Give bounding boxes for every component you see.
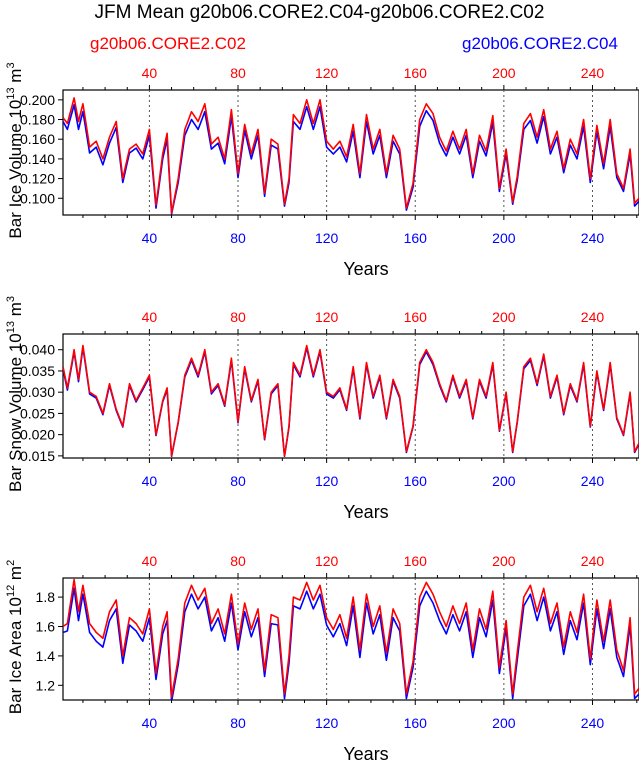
panel3-y-axis-title: Bar Ice Area 1012 m2 bbox=[5, 560, 25, 714]
panel3-top-tick-label: 40 bbox=[142, 553, 158, 569]
panel3-top-tick-label: 200 bbox=[492, 553, 516, 569]
panel2-bottom-tick-label: 40 bbox=[142, 473, 158, 489]
panel3-frame bbox=[62, 577, 639, 701]
panel1-y-axis-title-part: 13 bbox=[5, 87, 17, 99]
panel1-y-axis-title-part: Bar Ice Volume 10 bbox=[6, 100, 25, 239]
panel2-y-tick-label: 0.025 bbox=[20, 405, 55, 421]
panel1-top-tick-label: 80 bbox=[230, 65, 246, 81]
panel3-x-axis-title: Years bbox=[343, 744, 388, 762]
panel1-frame bbox=[62, 89, 639, 216]
panel3-bottom-tick-label: 40 bbox=[142, 715, 158, 731]
panel3-y-tick-label: 1.2 bbox=[36, 677, 56, 693]
panel3-bottom-tick-label: 240 bbox=[581, 715, 605, 731]
panel3-top-tick-label: 160 bbox=[404, 553, 428, 569]
panel1-bottom-tick-label: 40 bbox=[142, 230, 158, 246]
panel1-y-axis-title-part: m bbox=[6, 69, 25, 88]
panel1-bottom-tick-label: 240 bbox=[581, 230, 605, 246]
panel2-y-axis-title-part: 13 bbox=[5, 321, 17, 333]
panel2-y-tick-label: 0.020 bbox=[20, 427, 55, 443]
panel3-top-tick-label: 80 bbox=[230, 553, 246, 569]
panel3-y-tick-label: 1.4 bbox=[36, 648, 56, 664]
panel2-y-axis-title-part: m bbox=[6, 302, 25, 321]
figure-title: JFM Mean g20b06.CORE2.C04-g20b06.CORE2.C… bbox=[94, 2, 545, 23]
panel1-y-axis-title-part: 3 bbox=[5, 62, 17, 68]
panel3-y-tick-label: 1.8 bbox=[36, 589, 56, 605]
panel2-y-tick-label: 0.015 bbox=[20, 448, 55, 464]
legend-blue-run: g20b06.CORE2.C04 bbox=[462, 34, 618, 53]
panel2-y-tick-label: 0.040 bbox=[20, 342, 55, 358]
panel1-top-tick-label: 160 bbox=[404, 65, 428, 81]
panel1-top-tick-label: 40 bbox=[142, 65, 158, 81]
panel1-x-axis-title: Years bbox=[343, 259, 388, 279]
panel3-top-tick-label: 240 bbox=[581, 553, 605, 569]
panel2-bottom-tick-label: 240 bbox=[581, 473, 605, 489]
panel1-y-tick-label: 0.100 bbox=[20, 190, 55, 206]
panel3-series-blue bbox=[63, 587, 639, 700]
panel3-y-axis-title-part: m bbox=[6, 566, 25, 585]
panel1-y-tick-label: 0.180 bbox=[20, 112, 55, 128]
panel2-y-axis-title-part: Bar Snow Volume 10 bbox=[6, 333, 25, 492]
panel2-y-axis-title-part: 3 bbox=[5, 296, 17, 302]
panel1-top-tick-label: 200 bbox=[492, 65, 516, 81]
panel2-top-tick-label: 160 bbox=[404, 309, 428, 325]
panel1-bottom-tick-label: 200 bbox=[492, 230, 516, 246]
panel1-bottom-tick-label: 120 bbox=[315, 230, 339, 246]
panel3-y-axis-title-part: Bar Ice Area 10 bbox=[6, 597, 25, 714]
panel2-top-tick-label: 80 bbox=[230, 309, 246, 325]
panel2-bottom-tick-label: 80 bbox=[230, 473, 246, 489]
panel2-x-axis-title: Years bbox=[343, 502, 388, 522]
panel2-y-tick-label: 0.030 bbox=[20, 384, 55, 400]
panel1-bottom-tick-label: 160 bbox=[404, 230, 428, 246]
panel3-bottom-tick-label: 120 bbox=[315, 715, 339, 731]
panel2-top-tick-label: 40 bbox=[142, 309, 158, 325]
panel2-top-tick-label: 120 bbox=[315, 309, 339, 325]
panel1-y-tick-label: 0.200 bbox=[20, 92, 55, 108]
panel1-y-tick-label: 0.160 bbox=[20, 131, 55, 147]
panel2-series-red bbox=[63, 344, 639, 457]
panel3-bottom-tick-label: 160 bbox=[404, 715, 428, 731]
panel2-frame bbox=[62, 333, 639, 459]
legend-red-run: g20b06.CORE2.C02 bbox=[90, 34, 246, 53]
panel3-y-tick-label: 1.6 bbox=[36, 619, 56, 635]
panel3-bottom-tick-label: 80 bbox=[230, 715, 246, 731]
panel3-bottom-tick-label: 200 bbox=[492, 715, 516, 731]
panel3-y-axis-title-part: 2 bbox=[5, 560, 17, 566]
panel1-series-red bbox=[63, 97, 639, 214]
panel1-y-tick-label: 0.140 bbox=[20, 151, 55, 167]
panel1-y-axis-title: Bar Ice Volume 1013 m3 bbox=[5, 62, 25, 238]
panel1-top-tick-label: 120 bbox=[315, 65, 339, 81]
panel2-y-axis-title: Bar Snow Volume 1013 m3 bbox=[5, 296, 25, 492]
panel2-bottom-tick-label: 160 bbox=[404, 473, 428, 489]
panel3-top-tick-label: 120 bbox=[315, 553, 339, 569]
panel2-bottom-tick-label: 200 bbox=[492, 473, 516, 489]
panel1-bottom-tick-label: 80 bbox=[230, 230, 246, 246]
panel2-y-tick-label: 0.035 bbox=[20, 363, 55, 379]
panel2-top-tick-label: 240 bbox=[581, 309, 605, 325]
panel1-top-tick-label: 240 bbox=[581, 65, 605, 81]
panel3-series-red bbox=[63, 578, 639, 698]
panel1-y-tick-label: 0.120 bbox=[20, 171, 55, 187]
panel3-y-axis-title-part: 12 bbox=[5, 585, 17, 597]
panel2-top-tick-label: 200 bbox=[492, 309, 516, 325]
panel2-bottom-tick-label: 120 bbox=[315, 473, 339, 489]
